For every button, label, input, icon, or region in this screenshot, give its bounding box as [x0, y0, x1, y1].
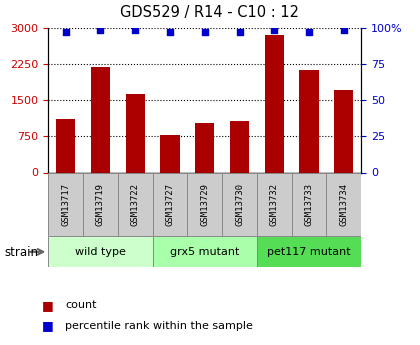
Text: GSM13730: GSM13730	[235, 183, 244, 226]
Bar	[126, 94, 145, 172]
Point	[167, 29, 173, 35]
Point	[202, 29, 208, 35]
Bar	[257, 172, 291, 236]
Text: GSM13729: GSM13729	[200, 183, 209, 226]
Bar	[83, 172, 118, 236]
Text: GSM13717: GSM13717	[61, 183, 70, 226]
Point	[236, 29, 243, 35]
Text: grx5 mutant: grx5 mutant	[170, 247, 239, 257]
Text: GSM13733: GSM13733	[304, 183, 314, 226]
Bar	[187, 172, 222, 236]
Bar	[265, 35, 284, 172]
Bar	[222, 172, 257, 236]
Point	[132, 28, 139, 33]
Bar	[118, 172, 152, 236]
Bar	[257, 236, 361, 267]
Point	[62, 29, 69, 35]
Bar	[91, 68, 110, 172]
Text: ■: ■	[42, 299, 54, 312]
Bar	[326, 172, 361, 236]
Bar	[56, 119, 75, 172]
Text: count: count	[65, 300, 97, 310]
Bar	[152, 172, 187, 236]
Text: pet117 mutant: pet117 mutant	[267, 247, 351, 257]
Point	[306, 29, 312, 35]
Bar	[48, 236, 152, 267]
Bar	[48, 172, 83, 236]
Bar	[291, 172, 326, 236]
Text: GSM13719: GSM13719	[96, 183, 105, 226]
Bar	[152, 236, 257, 267]
Point	[97, 28, 104, 33]
Bar	[195, 123, 214, 172]
Text: strain: strain	[4, 246, 38, 259]
Bar	[334, 90, 353, 172]
Text: GSM13727: GSM13727	[165, 183, 174, 226]
Bar	[160, 135, 179, 172]
Text: GDS529 / R14 - C10 : 12: GDS529 / R14 - C10 : 12	[121, 5, 299, 20]
Bar	[230, 121, 249, 172]
Point	[271, 28, 278, 33]
Text: ■: ■	[42, 319, 54, 333]
Text: GSM13732: GSM13732	[270, 183, 279, 226]
Text: percentile rank within the sample: percentile rank within the sample	[65, 321, 253, 331]
Bar	[299, 70, 319, 172]
Text: GSM13722: GSM13722	[131, 183, 140, 226]
Point	[341, 28, 347, 33]
Text: GSM13734: GSM13734	[339, 183, 348, 226]
Text: wild type: wild type	[75, 247, 126, 257]
